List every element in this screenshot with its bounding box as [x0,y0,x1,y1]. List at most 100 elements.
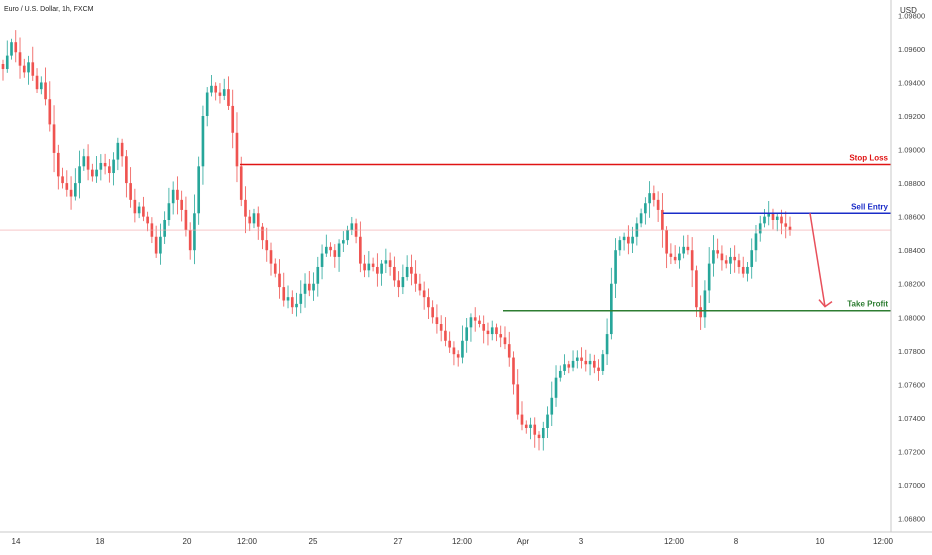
candle-body [333,250,337,257]
price-tick-label: 1.07000 [898,481,925,490]
candle-body [405,266,409,278]
candle-body [524,424,528,428]
candle-body [499,334,503,338]
candle-body [31,62,35,76]
candle-body [256,213,260,227]
candle-body [644,203,647,214]
candle-body [86,156,90,170]
candle-body [39,82,43,90]
candle-body [503,337,507,345]
candle-body [669,253,673,257]
candle-body [703,290,707,318]
candle-body [763,216,766,224]
candle-body [601,354,605,371]
candle-body [286,297,290,301]
price-tick-label: 1.07600 [898,380,925,389]
candle-body [252,213,256,224]
candle-body [125,156,128,184]
candle-body [112,159,115,174]
candle-body [384,260,388,264]
candle-body [312,283,315,291]
candle-body [188,230,192,251]
candle-body [537,434,541,439]
candle-body [414,273,417,284]
time-tick-label: 12:00 [873,537,894,546]
candle-body [605,334,609,355]
time-axis[interactable]: 14 18 20 12:00 25 27 12:00 Apr 3 12:00 8 10 12:00 [0,531,932,546]
candle-body [486,330,490,335]
candle-body [74,183,77,197]
price-tick-label: 1.09200 [898,112,925,121]
candle-body [627,236,630,244]
candle-body [367,263,371,271]
candle-body [346,230,349,241]
candle-body [380,263,383,274]
price-axis[interactable]: USD 1.06800 1.07000 1.07200 1.07400 1.07600 1… [890,0,932,550]
candle-body [14,42,18,53]
candle-body [205,92,209,116]
candle-body [444,330,447,341]
candle-body [473,317,477,321]
candle-body [1,64,5,70]
candle-body [99,162,103,170]
candle-body [754,233,758,251]
candle-body [750,250,754,267]
time-tick-label: 12:00 [237,537,258,546]
time-tick-label: 14 [12,537,21,546]
candle-body [533,424,537,435]
candle-body [707,263,711,291]
candle-body [103,162,107,167]
time-tick-label: 25 [309,537,318,546]
price-tick-label: 1.09800 [898,11,925,20]
candle-body [435,317,439,324]
candle-body [665,230,668,254]
candle-body [546,414,549,428]
candle-body [154,236,158,254]
candle-body [48,99,52,125]
candle-body [618,240,622,251]
price-tick-label: 1.08800 [898,179,925,188]
candle-body [597,367,600,371]
candle-body [180,199,183,210]
candle-body [171,189,175,204]
candle-body [673,256,677,261]
candle-body [427,297,430,308]
candle-body [784,223,788,227]
candle-body [729,256,732,264]
candle-body [261,226,264,241]
candle-body [656,199,660,210]
candle-body [622,236,626,241]
candle-body [129,183,132,200]
price-tick-label: 1.08200 [898,280,925,289]
candle-body [610,283,613,335]
price-tick-label: 1.09600 [898,45,925,54]
candle-body [269,250,273,264]
candle-body [558,370,562,378]
candle-body [690,250,694,271]
candle-body [724,260,728,264]
candle-body [431,307,434,318]
candle-body [231,105,235,133]
candle-body [218,92,222,96]
candle-body [273,263,277,274]
candle-body [631,236,634,244]
candle-body [716,250,719,254]
price-tick-label: 1.08600 [898,213,925,222]
candle-body [733,256,737,261]
candle-body [307,283,311,291]
candle-body [737,260,741,267]
candle-body [465,327,469,341]
candle-body [495,327,498,335]
candle-body [588,360,592,365]
price-tick-label: 1.06800 [898,515,925,524]
candle-body [52,124,56,153]
price-tick-label: 1.07200 [898,447,925,456]
candle-body [529,424,532,428]
candle-body [614,250,617,284]
candle-body [227,89,230,106]
candle-body [142,206,145,217]
projection-arrow-head [818,299,833,308]
